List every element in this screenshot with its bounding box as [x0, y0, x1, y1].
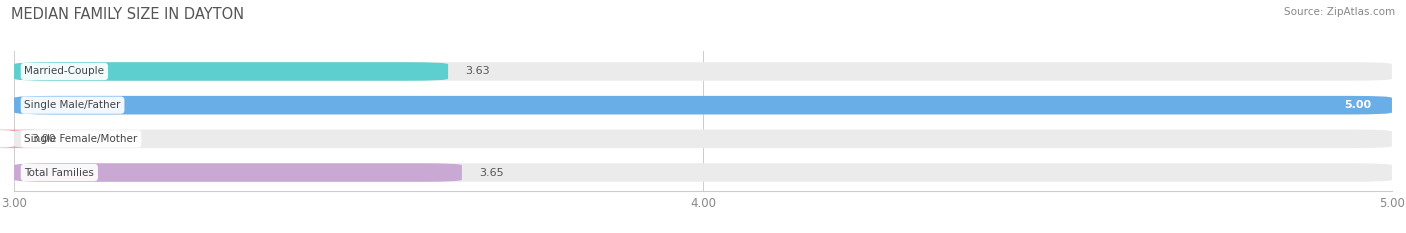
FancyBboxPatch shape — [14, 163, 463, 182]
FancyBboxPatch shape — [14, 163, 1392, 182]
FancyBboxPatch shape — [14, 62, 449, 81]
Text: 5.00: 5.00 — [1344, 100, 1371, 110]
Text: Married-Couple: Married-Couple — [24, 66, 104, 76]
FancyBboxPatch shape — [14, 62, 1392, 81]
FancyBboxPatch shape — [0, 130, 55, 148]
Text: Single Male/Father: Single Male/Father — [24, 100, 121, 110]
FancyBboxPatch shape — [14, 96, 1392, 114]
Text: Single Female/Mother: Single Female/Mother — [24, 134, 138, 144]
FancyBboxPatch shape — [14, 96, 1392, 114]
Text: 3.65: 3.65 — [479, 168, 503, 178]
Text: 3.00: 3.00 — [31, 134, 56, 144]
Text: MEDIAN FAMILY SIZE IN DAYTON: MEDIAN FAMILY SIZE IN DAYTON — [11, 7, 245, 22]
Text: Source: ZipAtlas.com: Source: ZipAtlas.com — [1284, 7, 1395, 17]
Text: 3.63: 3.63 — [465, 66, 489, 76]
FancyBboxPatch shape — [14, 130, 1392, 148]
Text: Total Families: Total Families — [24, 168, 94, 178]
